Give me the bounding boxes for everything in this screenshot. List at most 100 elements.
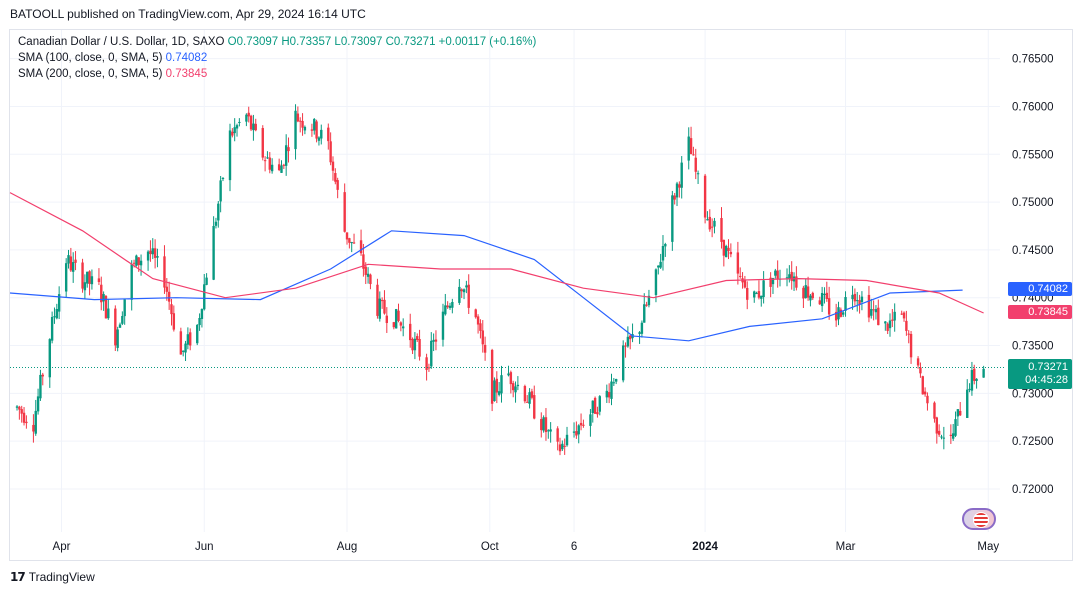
candle-body (263, 160, 267, 162)
candle-body (165, 286, 169, 292)
candle-body (331, 161, 335, 171)
candle-body (48, 339, 51, 378)
candle-body (818, 300, 821, 305)
candle-body (710, 226, 714, 228)
candle-body (891, 319, 894, 321)
candle-body (722, 239, 726, 256)
candle-body (671, 195, 674, 242)
candle-body (36, 396, 40, 412)
time-axis[interactable]: Apr Jun Aug Oct 6 2024 Mar May (53, 541, 1000, 553)
candle-body (296, 113, 300, 122)
last-price-value: 0.73271 (1028, 361, 1068, 374)
candle-body (746, 288, 749, 300)
candle-body (172, 313, 176, 330)
currency-flag-icon[interactable] (962, 508, 996, 530)
price-axis[interactable]: 0.720000.725000.730000.735000.740000.745… (1012, 54, 1054, 496)
candle-body (951, 433, 955, 439)
sma100-label: SMA (100, close, 0, SMA, 5) (18, 52, 163, 64)
candle-body (579, 422, 583, 426)
candle-body (596, 412, 599, 415)
candle-body (802, 287, 805, 299)
candle-body (591, 400, 594, 414)
candle-body (430, 340, 433, 367)
candle-body (343, 192, 346, 232)
candle-body (247, 112, 250, 117)
tradingview-logo[interactable]: 𝟭𝟳 TradingView (10, 570, 95, 584)
candle-body (64, 263, 68, 292)
candle-body (310, 129, 314, 131)
candle-body (755, 292, 758, 294)
candle-body (959, 410, 962, 416)
candle-body (214, 221, 218, 226)
candle-body (401, 326, 405, 329)
candle-body (212, 225, 215, 280)
candle-body (760, 295, 763, 299)
candle-body (776, 270, 779, 280)
candle-body (614, 379, 618, 382)
grid-lines (10, 30, 1000, 532)
candle-body (462, 289, 466, 293)
candle-body (638, 332, 641, 334)
candle-body (547, 430, 550, 432)
x-tick-label: Apr (53, 541, 71, 553)
candle-body (411, 338, 414, 351)
candle-body (509, 372, 513, 385)
candle-body (607, 392, 611, 398)
candle-body (727, 247, 730, 252)
candle-body (413, 338, 417, 351)
candle-body (839, 309, 843, 317)
candle-body (425, 357, 428, 370)
candle-body (867, 294, 871, 318)
candle-body (954, 419, 957, 436)
candle-body (151, 248, 154, 255)
candle-body (364, 266, 367, 275)
candle-body (97, 278, 101, 283)
candle-body (156, 256, 159, 258)
candle-body (949, 434, 953, 436)
legend-sma200-row[interactable]: SMA (200, close, 0, SMA, 5) 0.73845 (18, 66, 536, 82)
candle-body (369, 274, 372, 285)
candle-body (167, 291, 171, 302)
candle-body (533, 395, 536, 419)
candle-body (856, 300, 859, 302)
published-by-line: BATOOLL published on TradingView.com, Ap… (10, 7, 366, 21)
candle-body (228, 130, 232, 181)
candle-body (458, 286, 461, 303)
chart-frame (9, 29, 1073, 561)
candle-body (493, 380, 496, 402)
candle-body (696, 173, 700, 175)
candle-body (540, 418, 543, 431)
candle-body (320, 129, 323, 139)
candle-body (870, 309, 873, 316)
candle-body (385, 315, 389, 324)
legend-sma100-row[interactable]: SMA (100, close, 0, SMA, 5) 0.74082 (18, 50, 536, 66)
candle-body (507, 373, 510, 376)
candle-body (301, 120, 304, 128)
candle-body (446, 305, 449, 308)
candle-body (853, 293, 857, 302)
candle-body (982, 368, 985, 378)
legend-symbol-row[interactable]: Canadian Dollar / U.S. Dollar, 1D, SAXO … (18, 34, 536, 50)
y-tick-label: 0.76500 (1012, 54, 1054, 66)
candle-body (572, 431, 576, 433)
candle-body (771, 278, 775, 285)
candle-body (348, 238, 351, 243)
candle-body (71, 262, 75, 272)
sma200-value: 0.73845 (165, 68, 208, 80)
candle-body (55, 309, 59, 319)
y-tick-label: 0.75000 (1012, 197, 1054, 209)
candle-body (146, 251, 150, 261)
candle-body (785, 277, 789, 279)
candle-body (664, 244, 667, 247)
candle-body (233, 127, 236, 134)
candle-body (397, 310, 400, 321)
candle-body (32, 424, 35, 432)
candle-body (703, 175, 707, 218)
candle-body (270, 164, 274, 172)
candle-body (966, 389, 969, 418)
candle-body (231, 131, 234, 136)
candle-body (589, 414, 592, 426)
candle-body (720, 218, 723, 242)
candle-body (416, 336, 419, 340)
